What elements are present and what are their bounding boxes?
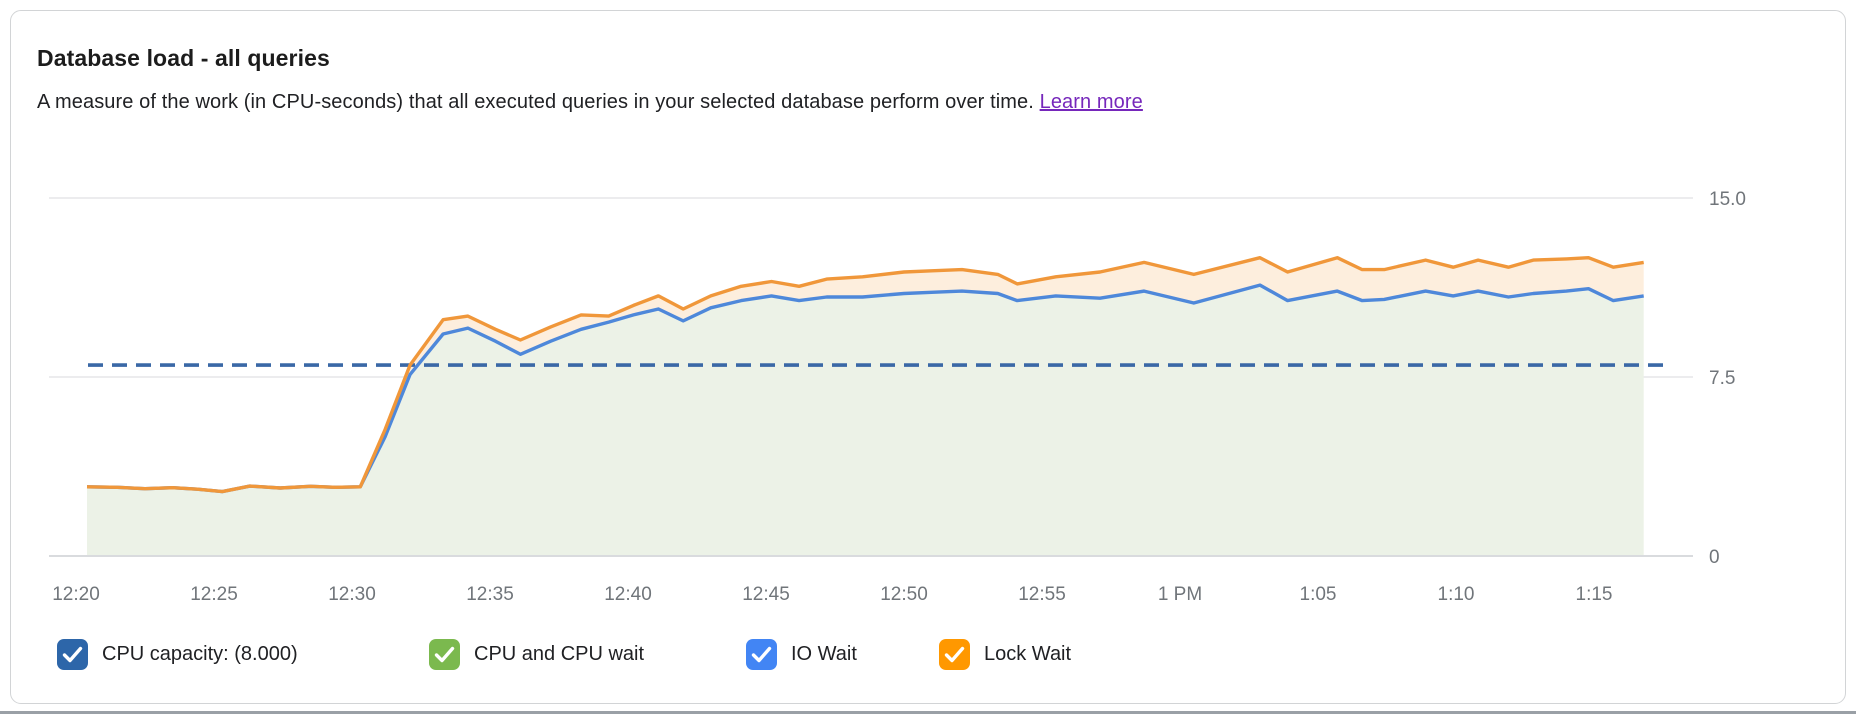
svg-text:12:25: 12:25	[190, 584, 238, 605]
svg-text:1 PM: 1 PM	[1158, 584, 1202, 605]
legend-label: IO Wait	[791, 643, 857, 665]
checkmark-icon	[751, 646, 772, 663]
legend-label: CPU and CPU wait	[474, 643, 645, 665]
bottom-divider	[0, 711, 1856, 714]
description-text: A measure of the work (in CPU-seconds) t…	[37, 91, 1034, 113]
checkmark-icon	[62, 646, 83, 663]
chart-legend: CPU capacity: (8.000) CPU and CPU wait I…	[11, 11, 1845, 703]
checkbox-checked-icon[interactable]	[746, 639, 777, 670]
svg-text:7.5: 7.5	[1709, 368, 1735, 389]
checkmark-icon	[434, 646, 455, 663]
svg-text:12:20: 12:20	[52, 584, 100, 605]
svg-text:12:30: 12:30	[328, 584, 376, 605]
chart-canvas[interactable]: 0 7.5 15.0 12:20 12:25 12:30 12:35 12:40 12:45 12…	[37, 151, 1797, 621]
page-title: Database load - all queries	[37, 45, 330, 71]
svg-text:12:45: 12:45	[742, 584, 790, 605]
svg-text:1:10: 1:10	[1438, 584, 1475, 605]
legend-item-cpu-capacity[interactable]: CPU capacity: (8.000)	[57, 639, 298, 670]
chart-description: A measure of the work (in CPU-seconds) t…	[37, 91, 1143, 114]
svg-text:12:50: 12:50	[880, 584, 928, 605]
database-load-chart[interactable]: 0 7.5 15.0 12:20 12:25 12:30 12:35 12:40 12:45 12…	[37, 151, 1797, 621]
svg-text:1:05: 1:05	[1300, 584, 1337, 605]
legend-item-lock-wait[interactable]: Lock Wait	[939, 639, 1071, 670]
svg-text:12:35: 12:35	[466, 584, 514, 605]
legend-item-io-wait[interactable]: IO Wait	[746, 639, 857, 670]
checkbox-checked-icon[interactable]	[57, 639, 88, 670]
legend-item-cpu-and-cpu-wait[interactable]: CPU and CPU wait	[429, 639, 644, 670]
svg-text:0: 0	[1709, 547, 1720, 568]
checkbox-checked-icon[interactable]	[939, 639, 970, 670]
svg-text:15.0: 15.0	[1709, 189, 1746, 210]
svg-text:12:55: 12:55	[1018, 584, 1066, 605]
learn-more-link[interactable]: Learn more	[1039, 91, 1143, 113]
checkmark-icon	[944, 646, 965, 663]
database-load-card: Database load - all queries A measure of…	[10, 10, 1846, 704]
legend-label: Lock Wait	[984, 643, 1072, 665]
legend-label: CPU capacity: (8.000)	[102, 643, 298, 665]
svg-text:1:15: 1:15	[1576, 584, 1613, 605]
svg-text:12:40: 12:40	[604, 584, 652, 605]
checkbox-checked-icon[interactable]	[429, 639, 460, 670]
